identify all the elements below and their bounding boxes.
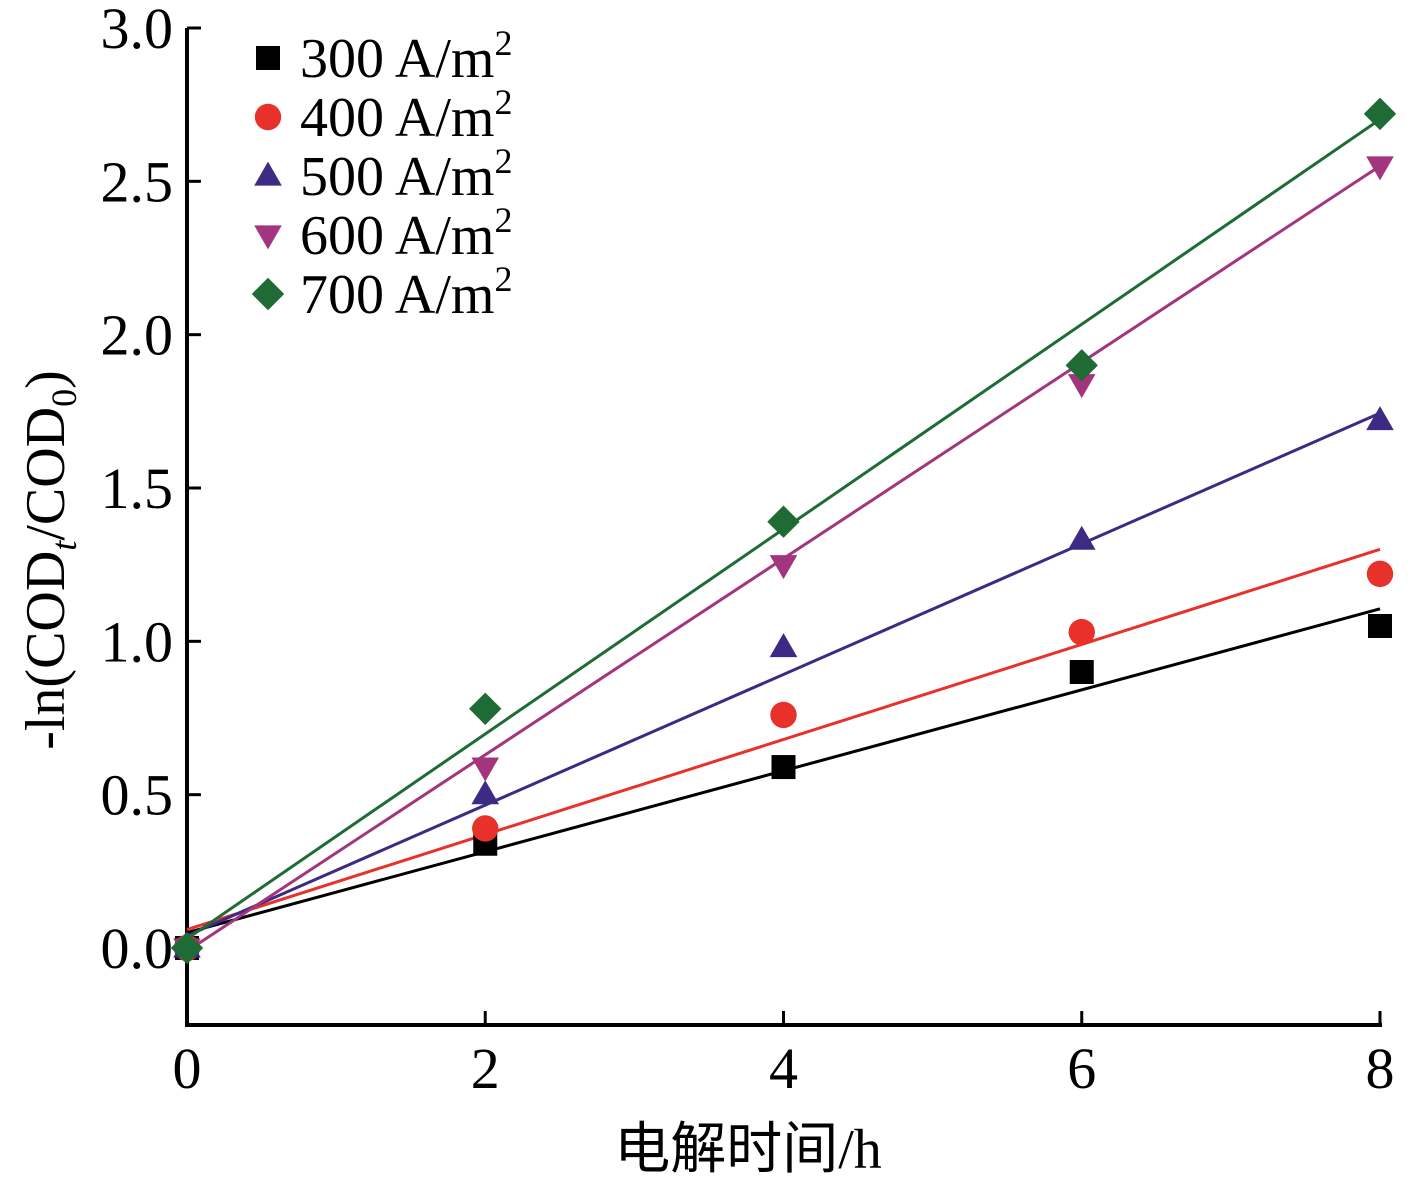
x-tick-label: 0 [173, 1036, 202, 1101]
point-700-6 [1065, 349, 1098, 382]
legend-marker-500 [254, 161, 282, 186]
legend-unit-superscript: 2 [494, 200, 512, 240]
legend-value: 500 A/m [300, 146, 494, 208]
legend-label-500: 500 A/m2 [300, 141, 512, 208]
y-tick-label: 1.5 [101, 456, 174, 521]
point-400-8 [1366, 560, 1394, 588]
x-tick-label: 8 [1366, 1036, 1395, 1101]
point-600-2 [471, 757, 500, 782]
point-300-6 [1069, 660, 1094, 684]
y-axis-label-sub-t: t [44, 540, 84, 551]
point-700-4 [767, 505, 800, 538]
point-400-6 [1068, 618, 1095, 646]
legend-marker-700 [251, 277, 285, 311]
point-500-4 [769, 633, 798, 658]
legend-value: 400 A/m [300, 87, 494, 149]
legend-label-400: 400 A/m2 [300, 82, 512, 149]
y-axis-label-middle: /COD [15, 407, 77, 541]
x-axis-label: 电解时间/h [614, 1119, 882, 1181]
y-tick-label: 0.0 [101, 916, 174, 981]
point-700-2 [469, 692, 502, 725]
fit-line-400 [186, 547, 1381, 932]
legend-label-600: 600 A/m2 [300, 200, 512, 267]
legend-unit-superscript: 2 [494, 259, 512, 299]
legend-marker-400 [254, 103, 282, 131]
y-axis-label-sub-0: 0 [44, 389, 84, 407]
legend-marker-600 [254, 225, 282, 250]
legend-marker-300 [256, 46, 280, 70]
legend-label-700: 700 A/m2 [300, 259, 512, 326]
x-tick-label: 4 [769, 1036, 798, 1101]
y-tick-label: 2.5 [101, 149, 174, 214]
point-700-8 [1363, 97, 1397, 131]
point-600-8 [1366, 156, 1394, 181]
legend-unit-superscript: 2 [494, 141, 512, 181]
point-400-4 [770, 701, 797, 729]
legend-value: 700 A/m [300, 264, 494, 326]
data-points [170, 97, 1397, 965]
legend-value: 300 A/m [300, 28, 494, 90]
y-tick-label: 0.5 [101, 763, 174, 828]
x-tick-label: 2 [471, 1036, 500, 1101]
y-tick-label: 2.0 [101, 303, 174, 368]
legend-unit-superscript: 2 [494, 82, 512, 122]
legend-value: 600 A/m [300, 205, 494, 267]
point-600-6 [1067, 374, 1096, 399]
point-700-0 [170, 931, 204, 965]
point-400-2 [472, 815, 499, 842]
point-300-4 [771, 755, 796, 780]
x-tick-label: 6 [1067, 1036, 1096, 1101]
point-500-8 [1366, 406, 1394, 431]
legend-unit-superscript: 2 [494, 23, 512, 63]
point-500-2 [471, 780, 500, 805]
legend-label-300: 300 A/m2 [300, 23, 512, 90]
axes: 0.0 0.5 1.0 1.5 2.0 2.5 3.0 0 2 4 6 8 [101, 0, 1395, 1101]
point-500-6 [1067, 525, 1096, 550]
fit-line-500 [186, 411, 1381, 938]
y-tick-label: 3.0 [101, 0, 174, 61]
y-axis-label: -ln(CODt/COD0) [15, 370, 84, 750]
y-axis-label-prefix: -ln(COD [15, 551, 77, 750]
y-tick-label: 1.0 [101, 609, 174, 674]
point-300-8 [1368, 614, 1392, 638]
point-600-4 [769, 555, 798, 580]
y-axis-label-suffix: ) [15, 370, 77, 389]
